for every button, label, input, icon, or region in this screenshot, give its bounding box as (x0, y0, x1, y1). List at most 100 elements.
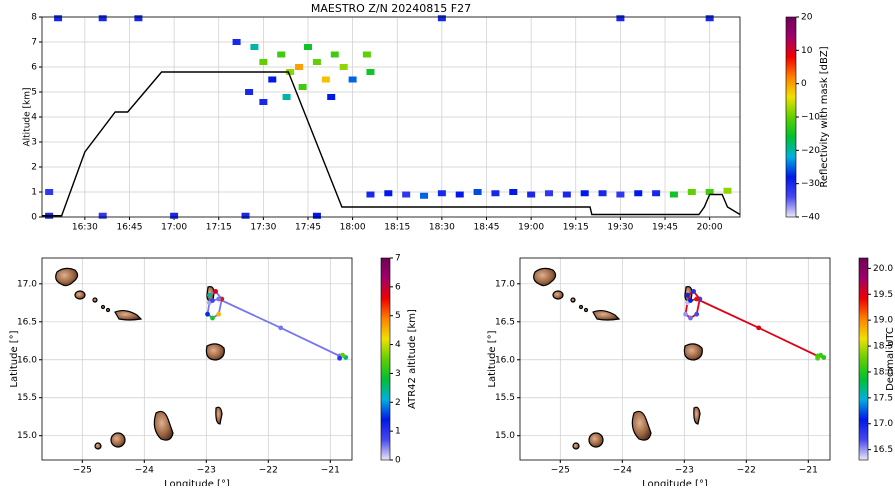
colorbar-label: Decimal UTC (885, 327, 895, 391)
colorbar-tick-label: 5 (395, 311, 401, 321)
x-tick-label: −22 (259, 466, 278, 476)
colorbar-tick-label: −20 (801, 146, 820, 156)
reflectivity-cell (616, 192, 624, 198)
reflectivity-cell (616, 15, 624, 21)
colorbar (786, 17, 796, 217)
reflectivity-cell (233, 39, 241, 45)
y-tick-label: 15.0 (17, 431, 37, 441)
track-point (337, 356, 342, 361)
reflectivity-cell (259, 99, 267, 105)
track-point (216, 312, 221, 317)
reflectivity-cell (402, 192, 410, 198)
track-point (210, 298, 215, 303)
reflectivity-cell (340, 64, 348, 70)
reflectivity-cell (245, 89, 253, 95)
reflectivity-cell (509, 189, 517, 195)
reflectivity-cell (295, 64, 303, 70)
reflectivity-cell (331, 52, 339, 58)
track-point (213, 289, 218, 294)
colorbar-tick-label: 2 (395, 398, 401, 408)
x-tick-label: 18:30 (429, 223, 455, 233)
colorbar-tick-label: 20.0 (873, 264, 893, 274)
track-point (216, 297, 221, 302)
reflectivity-cell (474, 189, 482, 195)
colorbar-tick-label: 7 (395, 254, 401, 264)
x-tick-label: −21 (321, 466, 340, 476)
reflectivity-cell (599, 190, 607, 196)
reflectivity-cell (366, 192, 374, 198)
x-tick-label: 19:45 (652, 223, 678, 233)
track-point (756, 325, 761, 330)
x-tick-label: 16:45 (117, 223, 143, 233)
figure: 16:3016:4517:0017:1517:3017:4518:0018:15… (0, 0, 895, 486)
reflectivity-cell (283, 94, 291, 100)
reflectivity-cell (724, 188, 732, 194)
x-tick-label: −23 (675, 466, 694, 476)
colorbar-tick-label: 20 (801, 13, 813, 23)
reflectivity-cell (491, 190, 499, 196)
x-tick-label: −25 (551, 466, 570, 476)
x-tick-label: −21 (799, 466, 818, 476)
page: {"chart_data": [ {"type": "curtain", "ti… (0, 0, 895, 490)
y-tick-label: 17.0 (495, 279, 515, 289)
y-tick-label: 6 (31, 63, 37, 73)
x-tick-label: 17:45 (295, 223, 321, 233)
colorbar-tick-label: 19.0 (873, 316, 893, 326)
y-axis-label: Latitude [°] (487, 330, 498, 387)
x-tick-label: 18:45 (474, 223, 500, 233)
reflectivity-cell (438, 15, 446, 21)
x-tick-label: 20:00 (697, 223, 723, 233)
reflectivity-cell (259, 59, 267, 65)
x-tick-label: −23 (197, 466, 216, 476)
y-tick-label: 16.0 (17, 355, 37, 365)
track-point (685, 293, 690, 298)
track-point (205, 312, 210, 317)
chart-title: MAESTRO Z/N 20240815 F27 (311, 2, 471, 15)
colorbar-tick-label: 19.5 (873, 290, 893, 300)
x-tick-label: 19:15 (563, 223, 589, 233)
y-tick-label: 0 (31, 213, 37, 223)
track-point (688, 298, 693, 303)
x-axis-label: Longitude [°] (642, 479, 708, 486)
reflectivity-cell (304, 44, 312, 50)
colorbar (859, 258, 868, 460)
reflectivity-cell (45, 189, 53, 195)
track-point (207, 293, 212, 298)
reflectivity-cell (366, 69, 374, 75)
colorbar-tick-label: 10 (801, 46, 813, 56)
colorbar-tick-label: 17.5 (873, 393, 893, 403)
reflectivity-cell (299, 84, 307, 90)
colorbar-label: ATR42 altitude [km] (407, 309, 418, 409)
track-point (278, 325, 283, 330)
y-tick-label: 16.0 (495, 355, 515, 365)
reflectivity-cell (349, 77, 357, 83)
x-tick-label: −24 (613, 466, 632, 476)
reflectivity-cell (545, 190, 553, 196)
reflectivity-cell (277, 52, 285, 58)
reflectivity-cell (54, 15, 62, 21)
x-tick-label: 16:30 (72, 223, 98, 233)
y-tick-label: 7 (31, 38, 37, 48)
x-tick-label: −24 (135, 466, 154, 476)
track-point (210, 316, 215, 321)
reflectivity-cell (420, 193, 428, 199)
reflectivity-cell (268, 77, 276, 83)
colorbar-tick-label: −30 (801, 179, 820, 189)
y-tick-label: 1 (31, 188, 37, 198)
y-tick-label: 15.5 (17, 393, 37, 403)
reflectivity-cell (99, 15, 107, 21)
reflectivity-cell (170, 213, 178, 219)
reflectivity-cell (384, 190, 392, 196)
reflectivity-cell (242, 213, 250, 219)
reflectivity-cell (313, 213, 321, 219)
y-axis-label: Altitude [km] (23, 87, 33, 146)
reflectivity-cell (322, 77, 330, 83)
colorbar-tick-label: 3 (395, 369, 401, 379)
y-tick-label: 16.5 (495, 317, 515, 327)
reflectivity-cell (363, 52, 371, 58)
reflectivity-cell (670, 192, 678, 198)
y-axis-label: Latitude [°] (9, 330, 20, 387)
x-tick-label: −22 (737, 466, 756, 476)
x-tick-label: 18:15 (384, 223, 410, 233)
reflectivity-cell (134, 15, 142, 21)
